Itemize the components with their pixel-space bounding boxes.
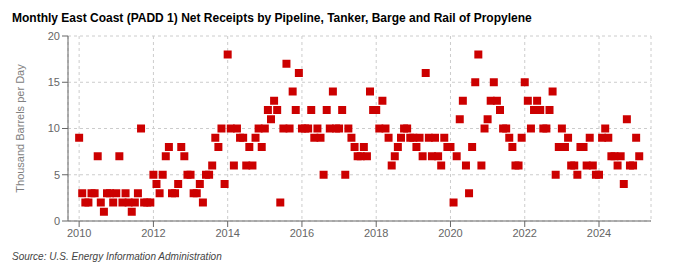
svg-text:2012: 2012 [141,227,165,239]
svg-text:2024: 2024 [587,227,611,239]
svg-text:0: 0 [54,215,60,227]
svg-text:2020: 2020 [438,227,462,239]
svg-text:10: 10 [48,122,60,134]
svg-text:2010: 2010 [67,227,91,239]
svg-text:2014: 2014 [215,227,239,239]
html-text:Monthly East Coast (PADD 1) Ne: Monthly East Coast (PADD 1) Net Receipts… [12,11,532,25]
svg-text:20: 20 [48,30,60,42]
svg-text:2022: 2022 [513,227,537,239]
svg-text:Thousand Barrels per Day: Thousand Barrels per Day [14,64,26,193]
html-text:Source: U.S. Energy Informatio: Source: U.S. Energy Information Administ… [12,251,222,262]
svg-text:15: 15 [48,76,60,88]
svg-text:2018: 2018 [364,227,388,239]
svg-text:2016: 2016 [290,227,314,239]
svg-text:5: 5 [54,169,60,181]
